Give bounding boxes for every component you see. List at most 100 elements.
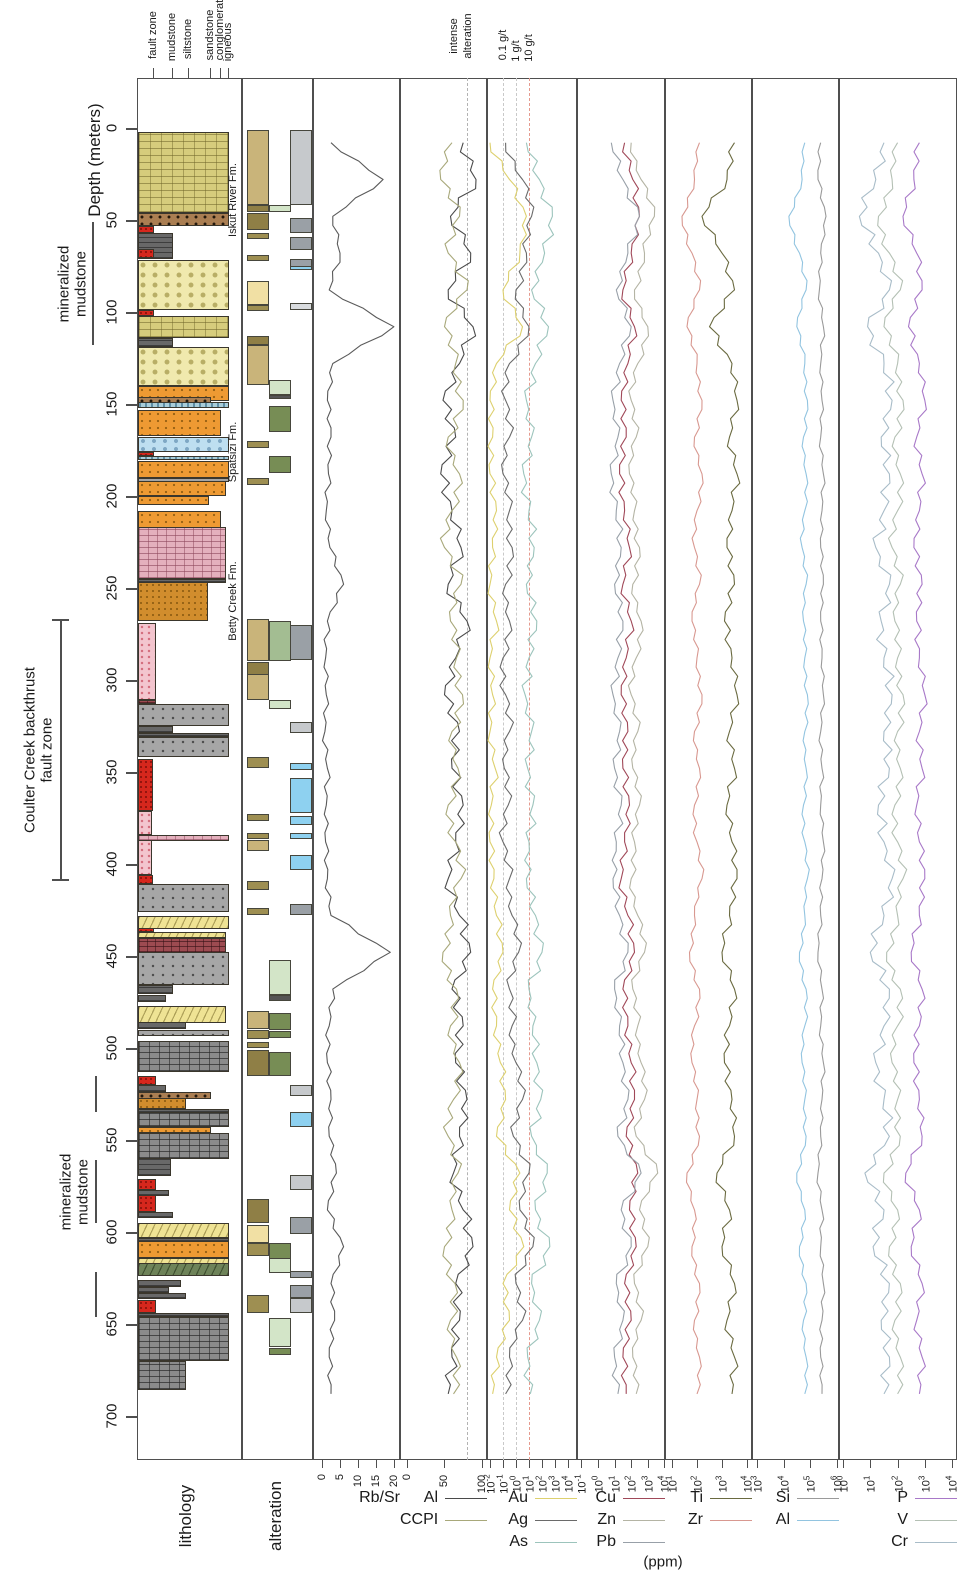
alteration-block bbox=[247, 908, 269, 915]
mineralized-mudstone-upper-label: mineralized bbox=[55, 245, 73, 323]
axis-tick-alteration-index bbox=[482, 1460, 484, 1468]
alteration-block bbox=[247, 814, 269, 821]
panel-box-au-ag-as bbox=[487, 78, 577, 1460]
depth-tick bbox=[126, 128, 137, 130]
lith-band bbox=[138, 884, 229, 912]
legend-alteration-index-Al: Al bbox=[400, 1489, 493, 1507]
legend-label: Au bbox=[508, 1489, 528, 1506]
series-line-Cr bbox=[858, 142, 896, 1395]
legend-label: CCPI bbox=[400, 1511, 439, 1528]
series-line-Pb bbox=[609, 142, 642, 1394]
legend-si-al-Al: Al bbox=[752, 1511, 845, 1529]
alteration-block bbox=[290, 218, 312, 233]
mineralized-mudstone-upper-label: mudstone bbox=[72, 251, 90, 317]
lith-band bbox=[138, 213, 229, 226]
alteration-block bbox=[269, 1052, 291, 1076]
lith-band bbox=[138, 1361, 186, 1390]
grain-size-label: siltstone bbox=[182, 18, 194, 60]
alteration-block bbox=[269, 205, 291, 212]
lith-band bbox=[138, 733, 229, 737]
lith-band bbox=[138, 737, 229, 757]
panel-box-cu-zn-pb bbox=[577, 78, 665, 1460]
lith-band bbox=[138, 1112, 229, 1127]
depth-tick bbox=[126, 588, 137, 590]
grain-size-label: fault zone bbox=[147, 11, 159, 59]
grain-size-tick bbox=[153, 68, 155, 78]
legend-ti-zr-Ti: Ti bbox=[665, 1489, 758, 1507]
ppm-unit-label: (ppm) bbox=[643, 1553, 683, 1571]
mineralized-mudstone-upper-bracket bbox=[92, 222, 94, 345]
legend-line-swatch bbox=[915, 1497, 957, 1499]
alteration-block bbox=[290, 1298, 312, 1313]
alteration-block bbox=[290, 1271, 312, 1278]
guide-line-1 g/t bbox=[516, 78, 517, 1460]
lith-band bbox=[138, 260, 229, 310]
grain-size-tick bbox=[210, 68, 212, 78]
lith-band bbox=[138, 985, 173, 994]
alteration-block bbox=[290, 1112, 312, 1127]
depth-tick-label: 250 bbox=[103, 575, 121, 601]
lith-band bbox=[138, 1195, 156, 1212]
grain-size-label: igneous bbox=[222, 22, 234, 61]
axis-tick-label: 50 bbox=[438, 1474, 450, 1487]
formation-label: Betty Creek Fm. bbox=[227, 561, 239, 641]
depth-tick bbox=[126, 496, 137, 498]
alteration-block bbox=[247, 478, 269, 485]
alteration-block bbox=[247, 1225, 269, 1243]
lith-band bbox=[138, 316, 229, 338]
lith-band bbox=[138, 1313, 229, 1317]
alteration-block bbox=[269, 621, 291, 661]
series-line-Ag bbox=[498, 142, 535, 1395]
legend-label: Cr bbox=[891, 1533, 908, 1550]
axis-tick-au-ag-as bbox=[529, 1460, 531, 1468]
axis-tick-alteration-index bbox=[407, 1460, 409, 1468]
alteration-block bbox=[247, 1011, 269, 1029]
coulter-creek-backthrust-bracket-cap bbox=[52, 619, 69, 621]
panel-series-svg-alteration-index bbox=[439, 142, 477, 1395]
legend-label: Zn bbox=[597, 1511, 616, 1528]
alteration-block bbox=[269, 1348, 291, 1355]
legend-label: Al bbox=[423, 1489, 438, 1506]
alteration-block bbox=[269, 700, 291, 709]
axis-tick-cu-zn-pb bbox=[598, 1460, 600, 1468]
lith-band bbox=[138, 1280, 181, 1287]
axis-tick-rb-sr bbox=[322, 1460, 324, 1468]
axis-tick-cu-zn-pb bbox=[615, 1460, 617, 1468]
legend-label: Ag bbox=[508, 1511, 528, 1528]
axis-tick-au-ag-as bbox=[516, 1460, 518, 1468]
coulter-creek-backthrust-bracket bbox=[60, 619, 62, 879]
axis-tick-label: 0 bbox=[316, 1474, 328, 1481]
lith-band bbox=[138, 1006, 226, 1023]
alteration-block bbox=[269, 1031, 291, 1038]
coulter-creek-backthrust-label: fault zone bbox=[38, 717, 56, 783]
lith-band bbox=[138, 410, 221, 436]
alteration-block bbox=[269, 995, 291, 1001]
depth-tick bbox=[126, 864, 137, 866]
lith-band bbox=[138, 623, 156, 700]
series-line-Al bbox=[440, 142, 477, 1395]
lith-band bbox=[138, 1287, 169, 1293]
lith-band bbox=[138, 938, 226, 953]
alteration-block bbox=[290, 904, 312, 915]
depth-tick bbox=[126, 1140, 137, 1142]
axis-tick-label: 0 bbox=[401, 1474, 413, 1481]
guide-label: 10 g/t bbox=[523, 34, 535, 62]
legend-line-swatch bbox=[915, 1541, 957, 1543]
lith-band bbox=[138, 496, 209, 505]
alteration-block bbox=[247, 281, 269, 305]
legend-label: Zr bbox=[687, 1511, 703, 1528]
alteration-block bbox=[269, 1258, 291, 1273]
legend-cu-zn-pb-Cu: Cu bbox=[577, 1489, 671, 1507]
lith-band bbox=[138, 1241, 229, 1258]
panel-series-svg-rb-sr bbox=[321, 142, 395, 1394]
alteration-block bbox=[290, 763, 312, 770]
alteration-block bbox=[247, 336, 269, 345]
alteration-block bbox=[247, 619, 269, 661]
alteration-block bbox=[290, 625, 312, 660]
axis-tick-cu-zn-pb bbox=[648, 1460, 650, 1468]
legend-line-swatch bbox=[623, 1497, 665, 1499]
axis-tick-ti-zr bbox=[722, 1460, 724, 1468]
depth-tick bbox=[126, 1416, 137, 1418]
series-line-P bbox=[902, 142, 928, 1394]
axis-tick-p-v-cr bbox=[898, 1460, 900, 1468]
